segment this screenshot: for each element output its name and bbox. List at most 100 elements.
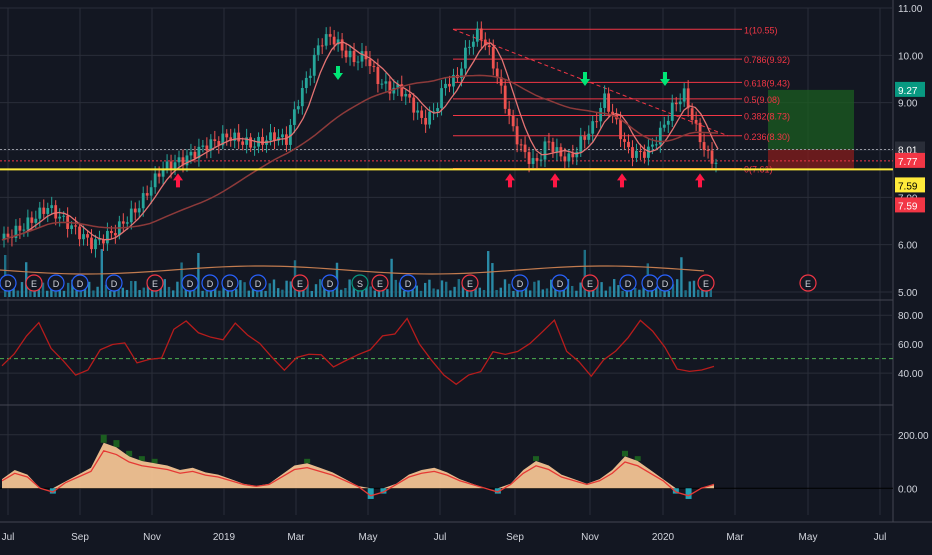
price-label-box: [895, 197, 925, 213]
volume-bar: [692, 280, 696, 297]
candle-body: [511, 115, 515, 127]
event-marker[interactable]: [105, 274, 123, 292]
candle-body: [432, 111, 435, 113]
candle-body: [670, 102, 674, 121]
event-marker[interactable]: [551, 274, 569, 292]
x-tick-label: Sep: [506, 532, 524, 543]
volume-bar: [251, 286, 255, 297]
event-marker[interactable]: [146, 274, 164, 292]
candle-body: [380, 83, 384, 85]
candle-body: [292, 109, 296, 125]
event-marker[interactable]: [399, 274, 417, 292]
stop-zone-box: [768, 149, 854, 170]
volume-bar: [20, 282, 24, 297]
volume-bar: [621, 290, 624, 297]
oscillator-area: [2, 442, 714, 489]
future-event-marker[interactable]: [799, 274, 817, 292]
candle-body: [631, 147, 634, 158]
price-label-box: [895, 81, 925, 97]
oscillator-positive-bar: [304, 458, 311, 464]
x-tick-label: Mar: [287, 532, 305, 543]
volume-bar: [205, 285, 208, 297]
event-marker[interactable]: [71, 274, 89, 292]
event-marker[interactable]: [351, 274, 369, 292]
event-marker[interactable]: [291, 274, 309, 292]
event-marker[interactable]: [181, 274, 199, 292]
volume-bar: [79, 289, 82, 297]
volume-bar: [608, 286, 612, 297]
event-marker[interactable]: [656, 274, 674, 292]
sell-arrow-icon: [580, 72, 590, 86]
candle-body: [471, 41, 475, 47]
event-marker[interactable]: [371, 274, 389, 292]
candle-body: [507, 108, 511, 116]
ma-slow-line: [1, 74, 719, 241]
volume-bar: [499, 287, 502, 297]
candle-body: [400, 84, 404, 97]
event-marker[interactable]: [221, 274, 239, 292]
event-marker-label: E: [297, 279, 303, 289]
event-marker[interactable]: [619, 274, 637, 292]
volume-bar: [327, 290, 330, 297]
event-marker-label: E: [31, 279, 37, 289]
candle-body: [356, 61, 360, 63]
event-marker[interactable]: [249, 274, 267, 292]
candle-body: [448, 83, 451, 87]
event-marker[interactable]: [201, 274, 219, 292]
volume-bar: [562, 285, 565, 297]
oscillator-positive-bar: [622, 450, 628, 457]
event-marker-label: D: [77, 279, 84, 289]
candle-body: [340, 39, 344, 51]
candle-body: [499, 77, 503, 86]
candle-body: [591, 121, 595, 134]
volume-bar: [508, 283, 511, 297]
candle-body: [682, 88, 686, 102]
candle-body: [650, 144, 654, 147]
event-marker[interactable]: [511, 274, 529, 292]
price-label: 9.27: [898, 86, 918, 97]
candle-body: [106, 230, 109, 244]
event-marker-label: D: [662, 279, 669, 289]
volume-bar: [352, 283, 355, 297]
oscillator-negative-bar: [672, 488, 679, 494]
event-marker-label: D: [207, 279, 214, 289]
candle-body: [436, 108, 439, 112]
x-tick-label: 2020: [652, 532, 675, 543]
oscillator-signal-line: [1, 450, 715, 497]
oscillator-positive-bar: [151, 458, 158, 464]
event-marker[interactable]: [581, 274, 599, 292]
candle-body: [531, 158, 535, 164]
volume-bar: [390, 258, 393, 297]
event-marker[interactable]: [25, 274, 43, 292]
event-marker[interactable]: [0, 274, 17, 292]
candle-body: [273, 132, 276, 141]
volume-bar: [230, 288, 234, 297]
event-marker[interactable]: [461, 274, 479, 292]
candle-body: [527, 152, 531, 164]
candle-body: [288, 124, 292, 145]
candle-body: [253, 146, 256, 148]
volume-bar: [125, 289, 129, 297]
volume-bar: [457, 279, 460, 297]
volume-bar: [419, 290, 423, 297]
candle-body: [129, 208, 133, 223]
event-marker[interactable]: [697, 274, 715, 292]
fib-level-label: 0.382(8.73): [744, 111, 790, 121]
y-tick-label: 80.00: [898, 311, 923, 322]
volume-bar: [487, 251, 490, 297]
event-marker-label: D: [517, 279, 524, 289]
candle-body: [706, 149, 710, 151]
candle-body: [674, 102, 678, 105]
fib-level-label: 1(10.55): [744, 25, 778, 35]
candle-body: [308, 75, 312, 78]
candle-body: [404, 94, 408, 97]
volume-bar: [688, 281, 691, 297]
candle-body: [619, 119, 622, 140]
event-marker[interactable]: [321, 274, 339, 292]
event-marker[interactable]: [47, 274, 65, 292]
candle-body: [237, 132, 241, 142]
x-tick-label: Jul: [434, 532, 447, 543]
candle-body: [503, 85, 507, 109]
